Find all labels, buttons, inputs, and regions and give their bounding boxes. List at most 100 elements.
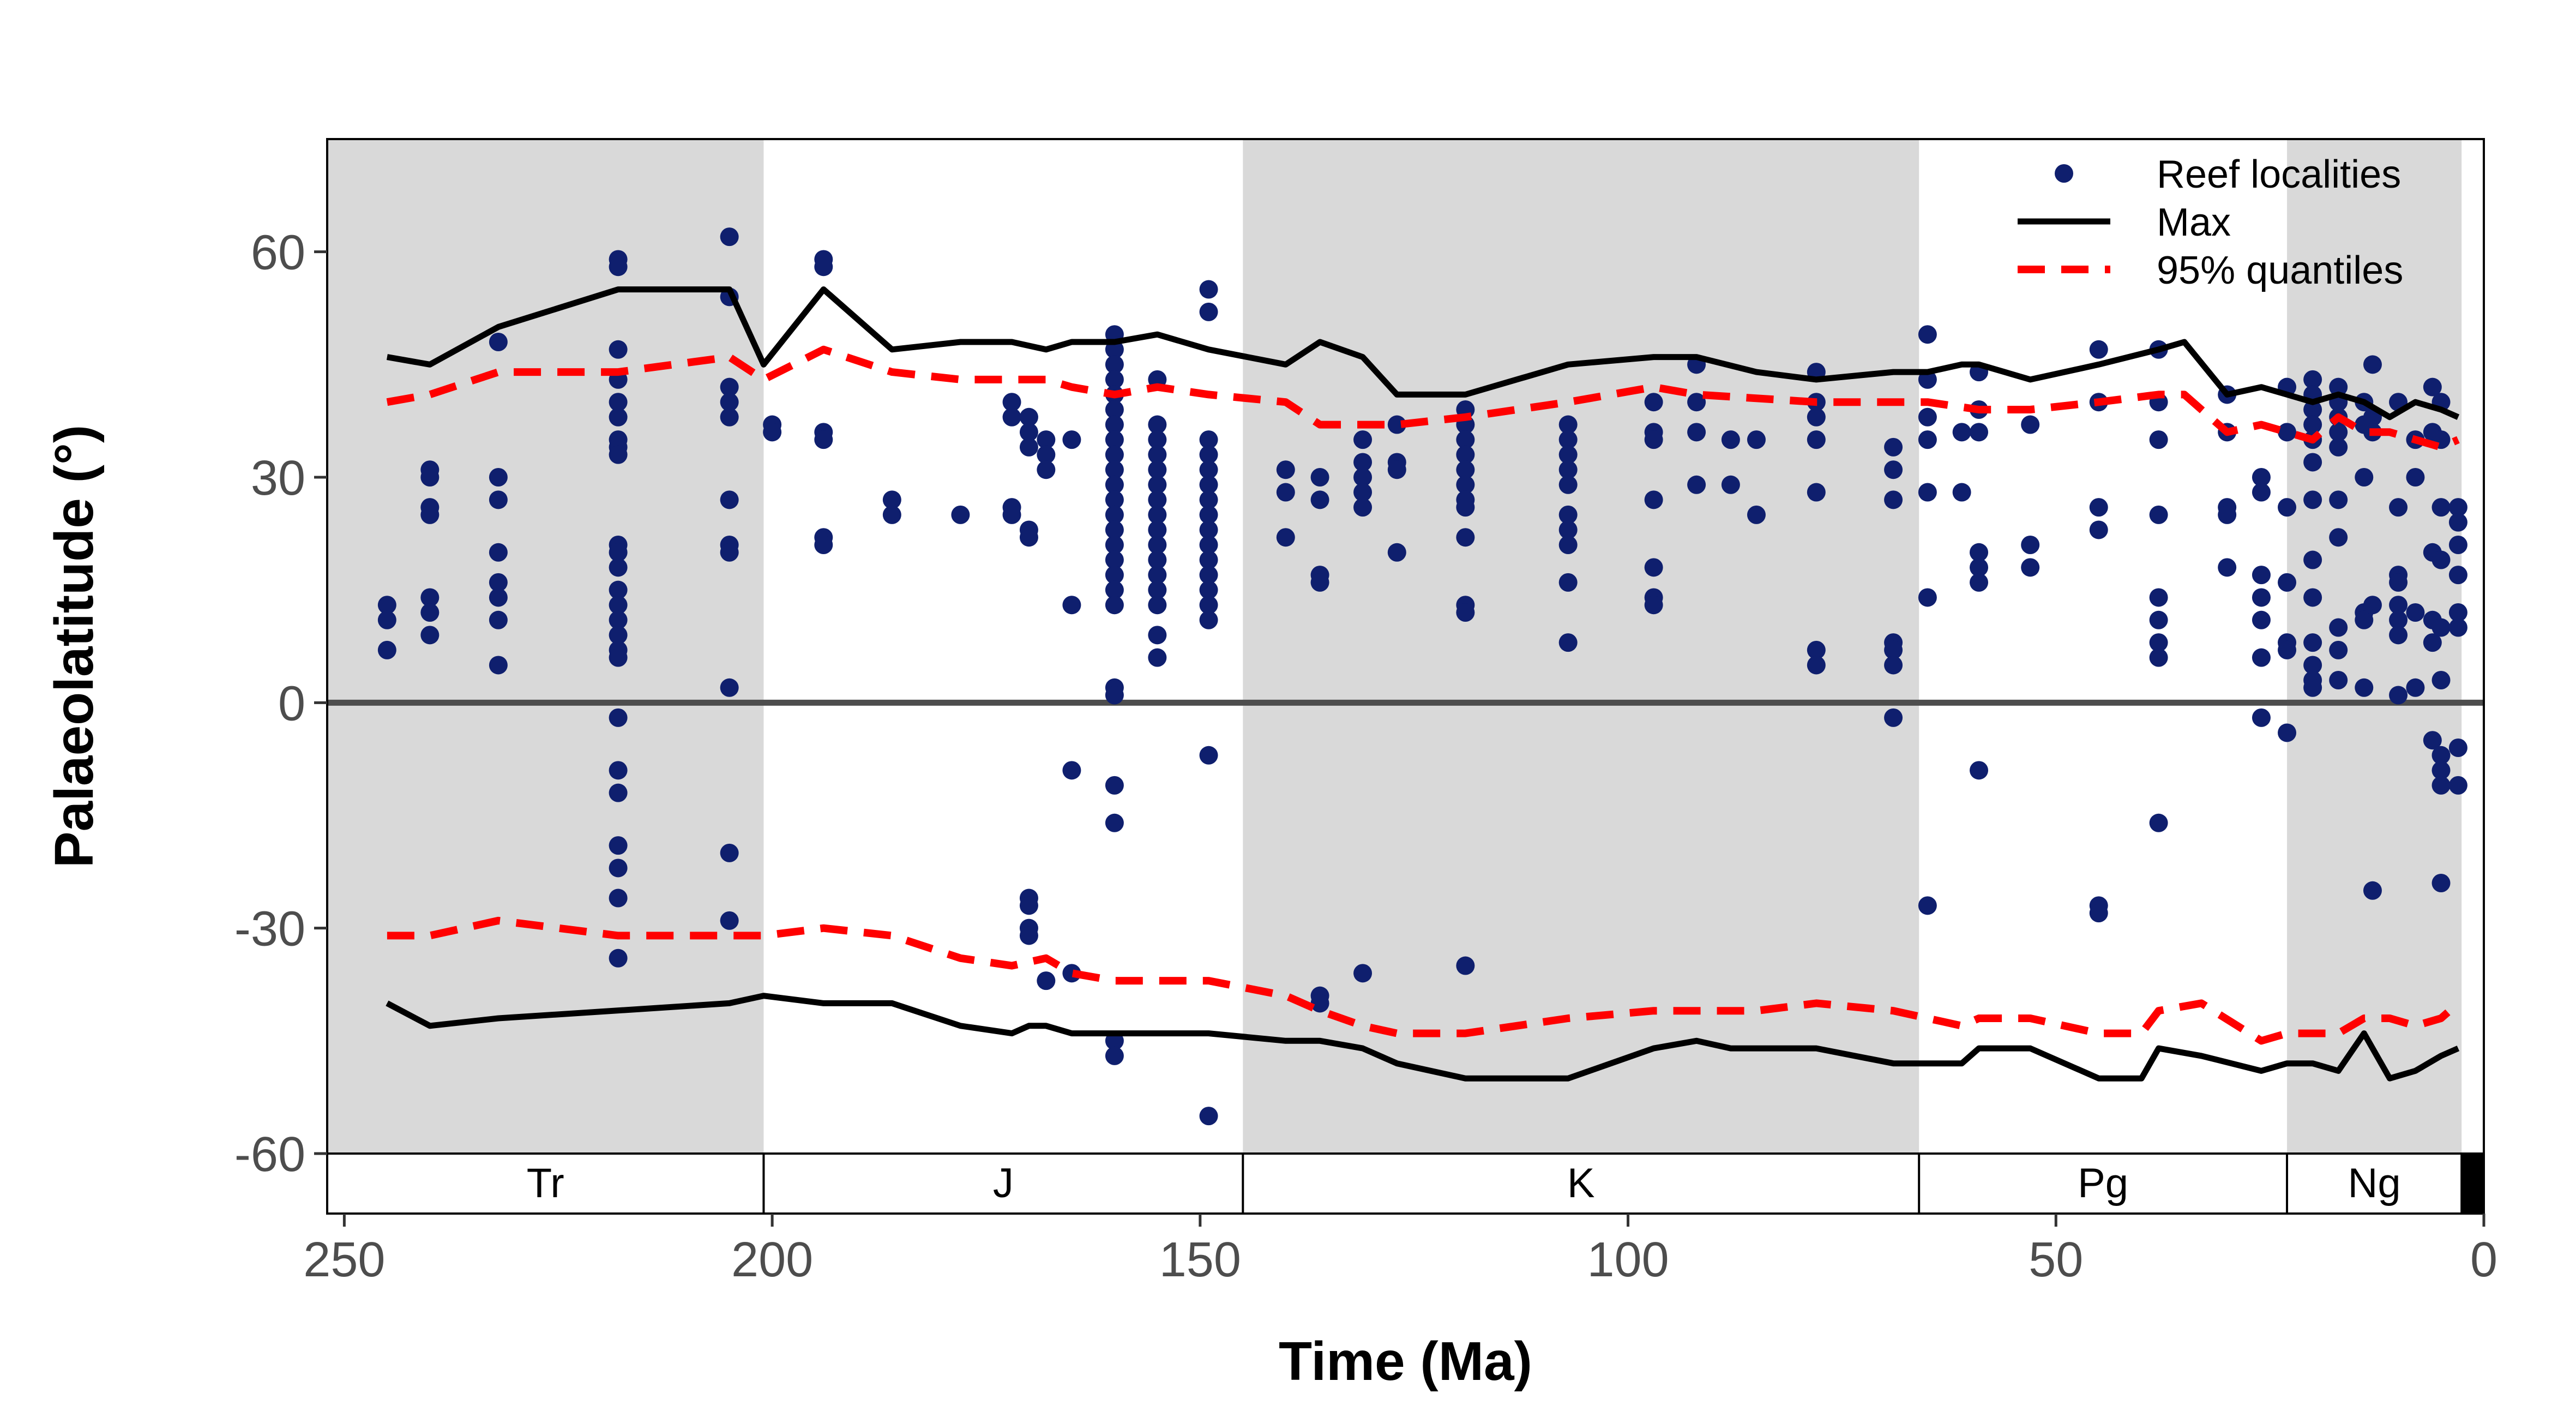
reef-locality-point bbox=[1148, 580, 1167, 599]
reef-locality-point bbox=[2431, 618, 2451, 637]
reef-locality-point bbox=[1558, 415, 1578, 434]
reef-locality-point bbox=[2149, 588, 2168, 607]
reef-locality-point bbox=[1276, 528, 1295, 547]
reef-locality-point bbox=[2089, 340, 2108, 359]
reef-locality-point bbox=[1062, 761, 1081, 780]
reef-locality-point bbox=[420, 603, 440, 622]
reef-locality-point bbox=[1884, 708, 1903, 727]
reef-locality-point bbox=[1807, 656, 1826, 675]
reef-locality-point bbox=[1019, 423, 1038, 442]
reef-locality-point bbox=[2448, 498, 2467, 517]
reef-locality-point bbox=[2149, 610, 2168, 629]
reef-locality-point bbox=[1807, 483, 1826, 502]
reef-locality-point bbox=[814, 536, 833, 554]
reef-locality-point bbox=[1558, 445, 1578, 464]
reef-locality-point bbox=[609, 626, 628, 645]
period-label-J: J bbox=[993, 1160, 1014, 1206]
reef-locality-point bbox=[1918, 407, 1937, 427]
reef-locality-point bbox=[609, 858, 628, 878]
reef-locality-point bbox=[1148, 445, 1167, 464]
reef-locality-point bbox=[1199, 550, 1218, 569]
reef-locality-point bbox=[609, 445, 628, 464]
reef-locality-point bbox=[2329, 618, 2348, 637]
reef-locality-point bbox=[1199, 505, 1218, 524]
reef-locality-point bbox=[2303, 550, 2322, 569]
reef-locality-point bbox=[2355, 610, 2374, 629]
reef-locality-point bbox=[609, 761, 628, 780]
reef-locality-point bbox=[1199, 746, 1218, 765]
reef-locality-point bbox=[2303, 588, 2322, 607]
reef-locality-point bbox=[1353, 483, 1373, 502]
reef-locality-point bbox=[2303, 370, 2322, 389]
reef-locality-point bbox=[1105, 370, 1124, 389]
reef-locality-point bbox=[2252, 483, 2271, 502]
reef-locality-point bbox=[1970, 761, 1989, 780]
reef-locality-point bbox=[2355, 678, 2374, 697]
y-tick-label: -60 bbox=[234, 1127, 305, 1182]
reef-locality-point bbox=[1456, 603, 1475, 622]
period-shading-layer bbox=[327, 139, 2462, 1154]
reef-locality-point bbox=[2423, 731, 2442, 750]
reef-locality-point bbox=[609, 596, 628, 615]
reef-locality-point bbox=[609, 580, 628, 599]
reef-locality-point bbox=[1199, 580, 1218, 599]
legend-label: Max bbox=[2157, 201, 2231, 244]
reef-locality-point bbox=[2252, 610, 2271, 629]
reef-locality-point bbox=[2303, 656, 2322, 675]
reef-locality-point bbox=[1747, 430, 1766, 449]
reef-locality-point bbox=[2406, 678, 2425, 697]
reef-locality-point bbox=[609, 407, 628, 427]
reef-locality-point bbox=[489, 543, 508, 562]
reef-locality-point bbox=[1105, 536, 1124, 554]
reef-locality-point bbox=[2303, 633, 2322, 652]
reef-locality-point bbox=[2448, 603, 2467, 622]
x-tick-label: 200 bbox=[731, 1233, 813, 1287]
reef-locality-point bbox=[1918, 896, 1937, 915]
x-tick-label: 100 bbox=[1587, 1233, 1669, 1287]
reef-locality-point bbox=[1970, 543, 1989, 562]
reef-locality-point bbox=[1310, 490, 1329, 509]
reef-locality-point bbox=[2278, 423, 2297, 442]
reef-locality-point bbox=[2329, 423, 2348, 442]
reef-locality-point bbox=[2448, 618, 2467, 637]
reef-locality-point bbox=[720, 377, 739, 397]
reef-locality-point bbox=[2389, 686, 2408, 705]
reef-locality-point bbox=[1148, 505, 1167, 524]
reef-locality-point bbox=[1105, 686, 1124, 705]
reef-locality-point bbox=[1002, 393, 1021, 412]
reef-locality-point bbox=[2329, 437, 2348, 457]
reef-locality-point bbox=[1884, 640, 1903, 659]
reef-locality-point bbox=[2431, 874, 2451, 892]
reef-locality-point bbox=[2149, 648, 2168, 667]
reef-locality-point bbox=[1276, 460, 1295, 479]
reef-locality-point bbox=[1148, 475, 1167, 494]
reef-locality-point bbox=[1199, 596, 1218, 615]
reef-locality-point bbox=[1105, 566, 1124, 585]
reef-locality-point bbox=[2448, 776, 2467, 795]
reef-locality-point bbox=[1105, 475, 1124, 494]
reef-locality-point bbox=[1148, 550, 1167, 569]
reef-locality-point bbox=[1002, 407, 1021, 427]
period-label-Pg: Pg bbox=[2078, 1160, 2128, 1206]
reef-locality-point bbox=[882, 490, 901, 509]
reef-locality-point bbox=[1687, 475, 1706, 494]
period-label-Ng: Ng bbox=[2348, 1160, 2401, 1206]
reef-locality-point bbox=[1558, 633, 1578, 652]
reef-locality-point bbox=[1558, 573, 1578, 592]
reef-locality-point bbox=[609, 340, 628, 359]
q95-upper-line bbox=[386, 345, 2460, 451]
reef-locality-point bbox=[1310, 994, 1329, 1013]
geologic-period-bar: Tr J K Pg Ng bbox=[326, 1152, 2485, 1215]
legend-key-reef-localities bbox=[2055, 164, 2073, 183]
reef-locality-point bbox=[609, 783, 628, 802]
reef-locality-point bbox=[2431, 671, 2451, 689]
reef-locality-point bbox=[1970, 573, 1989, 592]
reef-locality-point bbox=[2431, 776, 2451, 795]
reef-locality-point bbox=[2303, 415, 2322, 434]
reef-locality-point bbox=[1558, 505, 1578, 524]
reef-locality-point bbox=[1037, 445, 1056, 464]
reef-locality-point bbox=[1019, 407, 1038, 427]
reef-locality-point bbox=[1644, 596, 1663, 615]
reef-locality-point bbox=[1558, 536, 1578, 554]
